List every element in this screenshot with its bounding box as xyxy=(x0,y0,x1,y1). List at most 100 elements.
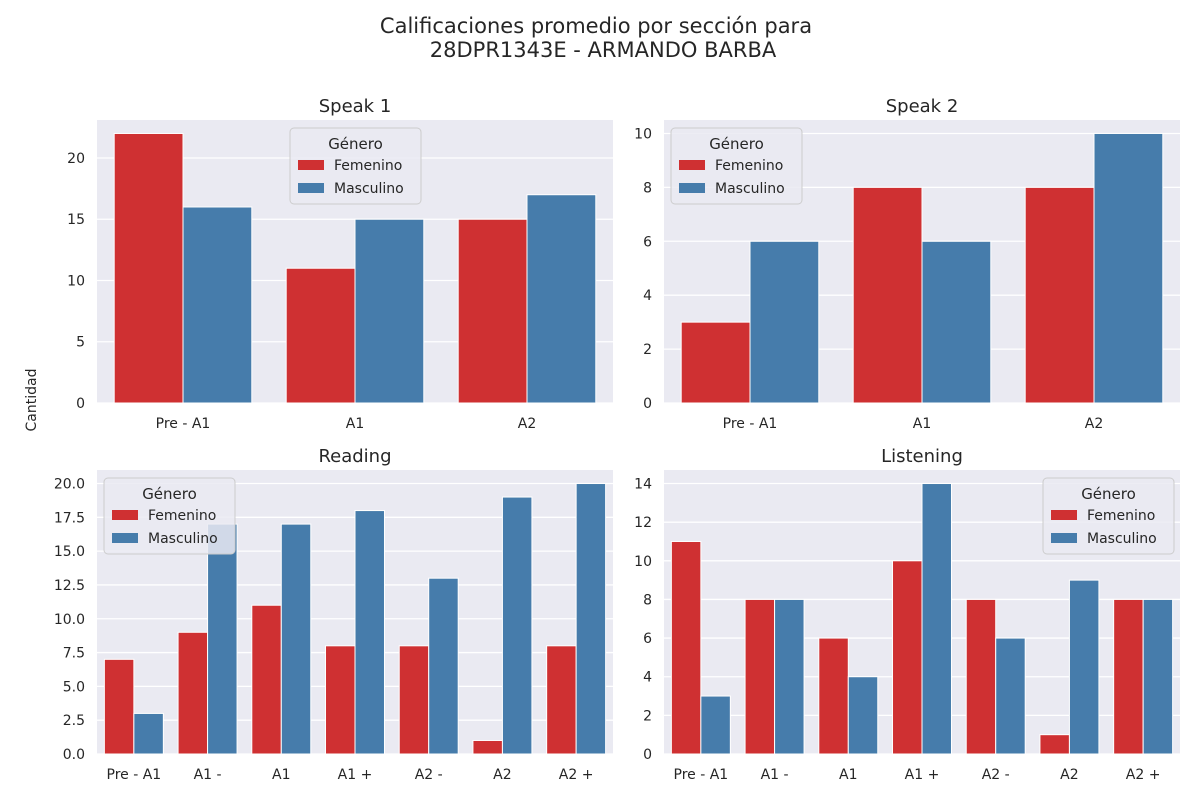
legend-swatch-masculino xyxy=(1051,533,1077,543)
legend-title: Género xyxy=(709,135,764,153)
bar-masculino-6 xyxy=(1068,579,1100,755)
y-tick-label: 8 xyxy=(643,592,652,608)
x-tick-label: A2 - xyxy=(982,767,1010,783)
x-tick-label: A2 xyxy=(1060,767,1078,783)
y-tick-label: 4 xyxy=(643,288,652,304)
bar-masculino-2 xyxy=(354,218,425,404)
y-tick-label: 2 xyxy=(643,342,652,358)
legend-label-masculino: Masculino xyxy=(715,181,785,197)
y-tick-label: 5.0 xyxy=(63,679,85,695)
bar-masculino-3 xyxy=(847,676,879,755)
legend-label-masculino: Masculino xyxy=(1087,531,1157,547)
legend-swatch-femenino xyxy=(298,160,324,170)
legend-swatch-masculino xyxy=(298,183,324,193)
x-tick-label: A2 + xyxy=(559,767,594,783)
subplot-2: 0 2 4 6 8 10 Pre - A1 A1 A2 Speak 2 Género Femenino… xyxy=(634,96,1180,432)
bar-femenino-7 xyxy=(546,645,577,755)
y-tick-label: 0 xyxy=(76,396,85,412)
subplot-4: 0 2 4 6 8 10 12 14 Pre - A1 A1 - A1 A1 + A2 - A2 A2 + L… xyxy=(634,446,1180,783)
y-tick-label: 5 xyxy=(76,335,85,351)
y-tick-label: 10 xyxy=(67,273,85,289)
x-tick-label: A1 xyxy=(913,416,931,432)
bar-femenino-6 xyxy=(472,739,503,755)
y-tick-label: 10 xyxy=(634,554,652,570)
bar-masculino-3 xyxy=(526,194,597,404)
bar-masculino-6 xyxy=(501,496,533,755)
bar-masculino-2 xyxy=(774,598,805,755)
y-tick-label: 0 xyxy=(643,747,652,763)
bar-masculino-4 xyxy=(921,483,952,755)
bar-femenino-7 xyxy=(1113,598,1144,755)
bar-masculino-1 xyxy=(182,206,253,404)
subplot-title: Reading xyxy=(318,446,391,467)
legend-title: Género xyxy=(142,485,197,503)
legend-label-femenino: Femenino xyxy=(334,158,402,174)
x-tick-label: A2 xyxy=(1085,416,1103,432)
x-tick-label: A2 xyxy=(518,416,536,432)
x-tick-label: Pre - A1 xyxy=(674,767,729,783)
subplot-3: 0.0 2.5 5.0 7.5 10.0 12.5 15.0 17.5 20.0 Pre - A1… xyxy=(54,446,613,783)
bar-masculino-5 xyxy=(428,577,459,755)
x-tick-label: A1 - xyxy=(761,767,789,783)
y-tick-label: 6 xyxy=(643,234,652,250)
legend-swatch-femenino xyxy=(679,160,705,170)
bar-masculino-7 xyxy=(575,483,607,755)
y-tick-label: 10 xyxy=(634,126,652,142)
bar-femenino-5 xyxy=(965,598,997,755)
y-tick-label: 14 xyxy=(634,477,652,493)
x-tick-label: Pre - A1 xyxy=(107,767,162,783)
legend: Género Femenino Masculino xyxy=(670,127,803,205)
x-tick-label: Pre - A1 xyxy=(156,416,211,432)
bar-masculino-5 xyxy=(995,637,1026,755)
legend-label-femenino: Femenino xyxy=(148,508,216,524)
figure-title-line-1: Calificaciones promedio por sección para xyxy=(380,14,812,38)
subplot-1: 0 5 10 15 20 Pre - A1 A1 A2 Speak 1 Género Femenin… xyxy=(67,96,613,432)
legend: Género Femenino Masculino xyxy=(1042,477,1175,555)
y-tick-label: 12.5 xyxy=(54,578,85,594)
y-tick-label: 15.0 xyxy=(54,544,85,560)
x-tick-label: Pre - A1 xyxy=(723,416,778,432)
legend-title: Género xyxy=(1081,485,1136,503)
bar-femenino-3 xyxy=(1024,186,1095,404)
bar-femenino-4 xyxy=(325,645,356,755)
x-tick-label: A1 xyxy=(839,767,857,783)
x-tick-label: A1 + xyxy=(905,767,940,783)
bar-femenino-2 xyxy=(285,267,356,404)
legend-swatch-femenino xyxy=(112,510,138,520)
legend-label-femenino: Femenino xyxy=(1087,508,1155,524)
bar-femenino-2 xyxy=(177,631,209,755)
bar-femenino-3 xyxy=(251,604,282,755)
bar-femenino-2 xyxy=(852,186,923,404)
bar-femenino-1 xyxy=(680,321,751,404)
y-tick-label: 20.0 xyxy=(54,477,85,493)
y-tick-label: 4 xyxy=(643,670,652,686)
y-tick-label: 12 xyxy=(634,515,652,531)
legend-label-masculino: Masculino xyxy=(334,181,404,197)
bar-femenino-3 xyxy=(457,218,528,404)
bar-masculino-3 xyxy=(280,523,312,755)
figure-title-line-2: 28DPR1343E - ARMANDO BARBA xyxy=(430,38,777,62)
bar-masculino-3 xyxy=(1093,132,1164,404)
y-tick-label: 6 xyxy=(643,631,652,647)
bar-femenino-3 xyxy=(818,637,849,755)
subplot-title: Speak 2 xyxy=(886,96,959,117)
x-tick-label: A1 xyxy=(272,767,290,783)
y-tick-label: 2.5 xyxy=(63,713,85,729)
bar-femenino-1 xyxy=(113,132,184,404)
legend: Género Femenino Masculino xyxy=(289,127,422,205)
bar-masculino-7 xyxy=(1142,598,1174,755)
y-tick-label: 15 xyxy=(67,212,85,228)
legend-label-masculino: Masculino xyxy=(148,531,218,547)
legend: Género Femenino Masculino xyxy=(103,477,236,555)
legend-title: Género xyxy=(328,135,383,153)
x-tick-label: A1 xyxy=(346,416,364,432)
bar-femenino-4 xyxy=(892,560,923,755)
legend-swatch-masculino xyxy=(112,533,138,543)
x-tick-label: A2 xyxy=(493,767,511,783)
bar-femenino-1 xyxy=(670,540,702,755)
y-tick-label: 8 xyxy=(643,180,652,196)
bar-masculino-4 xyxy=(354,510,385,755)
y-tick-label: 7.5 xyxy=(63,646,85,662)
